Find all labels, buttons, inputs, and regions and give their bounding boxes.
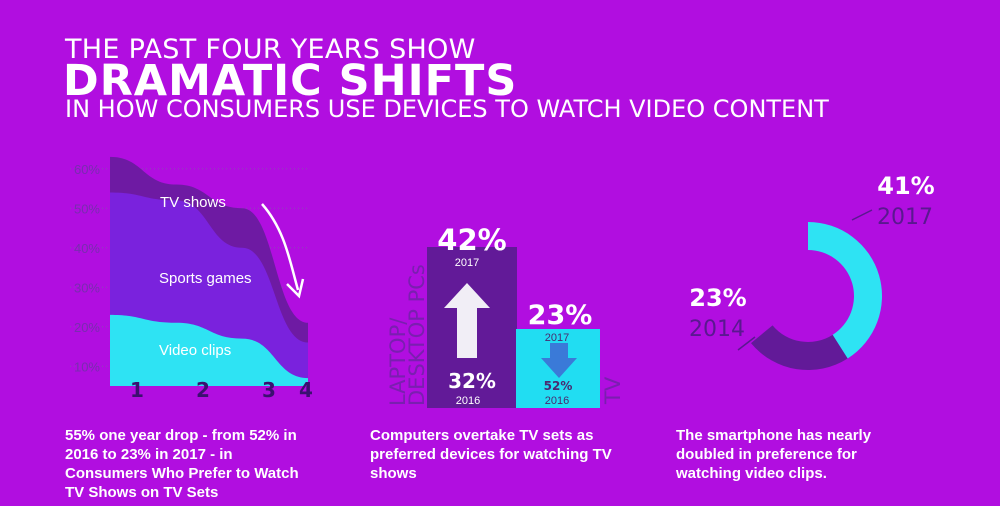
caption-right-line: The smartphone has nearly xyxy=(676,427,872,444)
area-video-clips xyxy=(110,314,308,386)
caption-middle-line: Computers overtake TV sets as xyxy=(370,427,594,444)
header-title: DRAMATIC SHIFTS xyxy=(63,56,518,106)
slice-2017-value: 41% xyxy=(877,172,934,200)
trend-arrow-icon xyxy=(261,203,300,291)
category-label-tv: TV xyxy=(601,376,625,405)
x-tick-label: 3 xyxy=(262,378,276,402)
slice-2014-value: 23% xyxy=(689,284,746,312)
category-label-pcs-line-2: DESKTOP PCs xyxy=(405,264,429,406)
caption-right-line: doubled in preference for xyxy=(676,446,857,463)
pcs-2017-value: 42% xyxy=(437,223,506,257)
slice-2017-year: 2017 xyxy=(877,205,933,230)
x-tick-label: 2 xyxy=(196,378,210,402)
caption-left-line: 55% one year drop - from 52% in xyxy=(65,427,297,444)
trend-arrowhead-icon xyxy=(286,278,305,299)
leader-line-2014 xyxy=(737,336,756,351)
tv-2016-value: 52% xyxy=(544,379,573,393)
pcs-2016-year: 2016 xyxy=(456,395,480,407)
tv-2017-year: 2017 xyxy=(545,332,569,344)
series-label-video-clips: Video clips xyxy=(159,342,231,359)
donut-slice-2017 xyxy=(808,222,882,359)
y-tick-label: 40% xyxy=(74,241,100,256)
donut-chart: 41% 2017 23% 2014 xyxy=(689,172,935,371)
y-tick-label: 30% xyxy=(74,280,100,295)
caption-middle: Computers overtake TV sets as preferred … xyxy=(370,426,612,483)
y-tick-label: 20% xyxy=(74,320,100,335)
x-tick-label: 1 xyxy=(130,378,144,402)
pcs-2017-year: 2017 xyxy=(455,257,479,269)
header-subtitle: IN HOW CONSUMERS USE DEVICES TO WATCH VI… xyxy=(65,95,829,123)
caption-middle-line: preferred devices for watching TV xyxy=(370,446,612,463)
donut-slice-2014 xyxy=(750,325,848,371)
caption-middle-line: shows xyxy=(370,465,417,482)
up-arrow-icon xyxy=(444,283,490,358)
pcs-2016-value: 32% xyxy=(448,369,496,393)
caption-left-line: Consumers Who Prefer to Watch xyxy=(65,465,299,482)
bar-chart: 42% 2017 32% 2016 23% 2017 52% 2016 LAPT… xyxy=(386,223,625,408)
y-tick-label: 50% xyxy=(74,201,100,216)
caption-left-line: 2016 to 23% in 2017 - in xyxy=(65,446,233,463)
down-arrow-icon xyxy=(541,343,577,378)
series-label-sports-games: Sports games xyxy=(159,270,252,287)
caption-left: 55% one year drop - from 52% in 2016 to … xyxy=(65,426,299,502)
tv-2016-year: 2016 xyxy=(545,395,569,407)
caption-right: The smartphone has nearly doubled in pre… xyxy=(676,426,871,483)
leader-line-2017 xyxy=(851,209,873,221)
caption-right-line: watching video clips. xyxy=(676,465,827,482)
tv-2017-value: 23% xyxy=(528,300,593,331)
slice-2014-year: 2014 xyxy=(689,317,745,342)
header-line-1: THE PAST FOUR YEARS SHOW xyxy=(65,34,476,65)
y-tick-label: 10% xyxy=(74,359,100,374)
x-tick-label: 4 xyxy=(299,378,313,402)
caption-left-line: TV Shows on TV Sets xyxy=(65,484,219,501)
y-tick-label: 60% xyxy=(74,162,100,177)
series-label-tv-shows: TV shows xyxy=(160,194,226,211)
category-label-pcs-line-1: LAPTOP/ xyxy=(386,317,410,406)
